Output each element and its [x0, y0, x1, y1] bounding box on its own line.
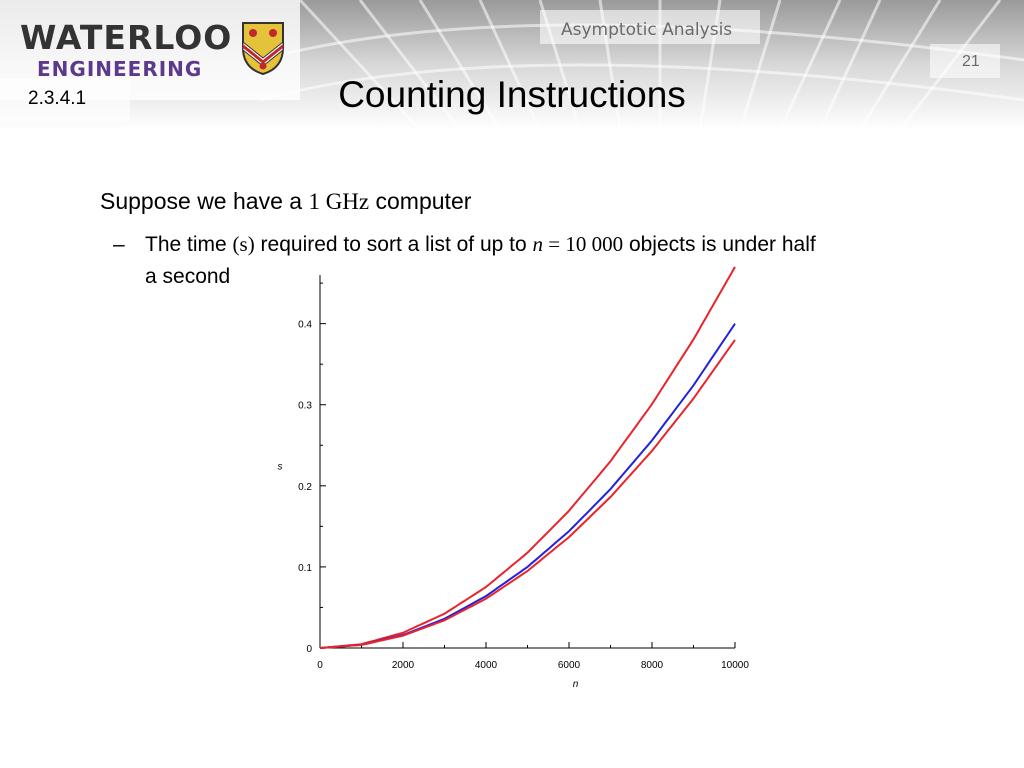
section-number: 2.3.4.1 — [28, 88, 87, 109]
runtime-chart: 0 2000 4000 6000 8000 10000 0 0.1 0.2 0.3 0.4 n s — [278, 266, 750, 690]
x-tick-label: 10000 — [721, 660, 749, 671]
y-tick-label: 0 — [306, 644, 312, 655]
x-tick-label: 4000 — [475, 660, 498, 671]
bullet-1: Suppose we have a 1 GHz computer — [100, 188, 471, 215]
chart-lines — [319, 266, 736, 649]
y-tick-label: 0.3 — [298, 401, 312, 412]
bullet-2: – The time (s) required to sort a list of… — [113, 228, 993, 293]
y-tick-label: 0.2 — [298, 482, 312, 493]
bullet-1-text-end: computer — [369, 188, 472, 214]
chart-labels: 0 2000 4000 6000 8000 10000 0 0.1 0.2 0.3 0.4 n s — [278, 320, 750, 690]
x-tick-label: 6000 — [558, 660, 581, 671]
course-name: Asymptotic Analysis — [561, 20, 733, 40]
bullet-2-math-s: (s) — [232, 232, 255, 256]
bullet-2-text-c: objects is under half — [623, 233, 816, 256]
y-axis-label: s — [278, 462, 283, 473]
slide-title: Counting Instructions — [338, 74, 686, 115]
slide-number: 21 — [962, 53, 980, 70]
bullet-2-text-d: a second — [145, 265, 231, 288]
series-line-3 — [319, 339, 736, 649]
header-banner: WATERLOO ENGINEERING Asymptotic Analysis… — [0, 0, 1024, 130]
bullet-2-text-b: required to sort a list of up to — [254, 233, 533, 256]
x-tick-label: 2000 — [392, 660, 415, 671]
bullet-2-dash: – — [113, 233, 125, 256]
y-tick-label: 0.1 — [298, 563, 312, 574]
chart-axes — [319, 275, 736, 649]
bullet-2-math-n: n — [532, 232, 544, 256]
bullet-1-math: 1 GHz — [308, 189, 370, 214]
x-tick-label: 8000 — [641, 660, 664, 671]
x-tick-label: 0 — [317, 660, 323, 671]
university-crest-icon — [242, 22, 284, 76]
bullet-2-math-value: = 10 000 — [543, 232, 624, 256]
bullet-2-text-a: The time — [145, 233, 233, 256]
logo-engineering: ENGINEERING — [37, 57, 203, 81]
bullet-1-text-start: Suppose we have a — [100, 188, 309, 214]
series-line-1 — [319, 266, 736, 649]
x-axis-label: n — [573, 679, 579, 690]
logo-waterloo: WATERLOO — [20, 18, 233, 57]
y-tick-label: 0.4 — [298, 320, 312, 331]
